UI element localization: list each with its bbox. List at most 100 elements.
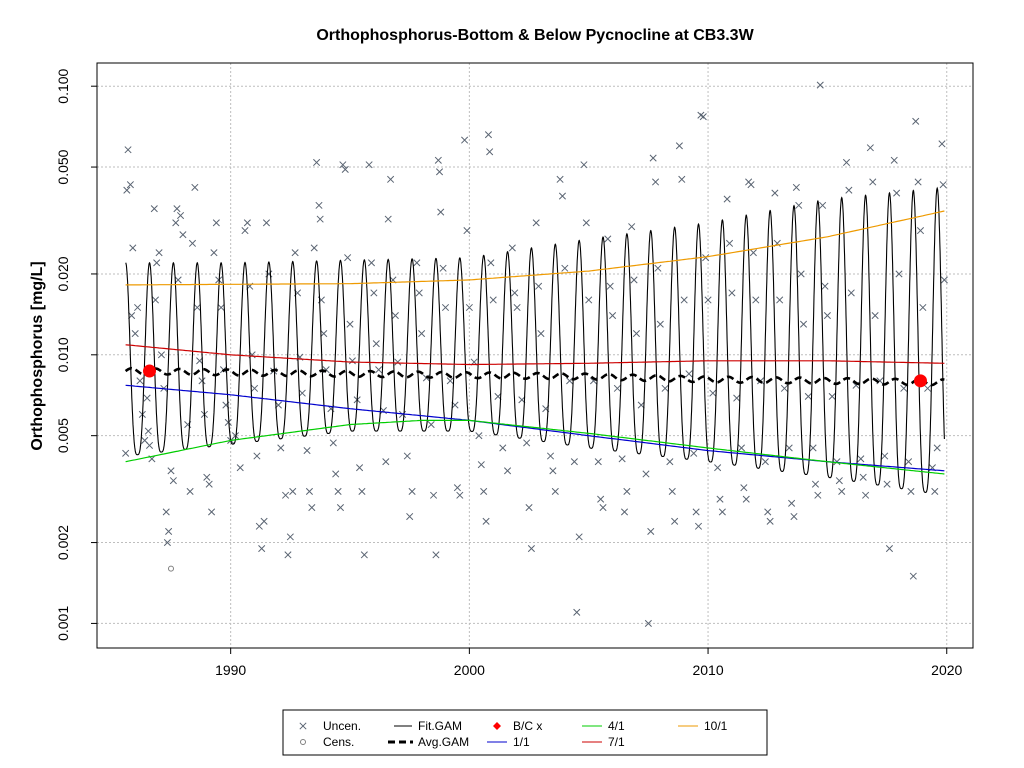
uncensored-point	[508, 244, 516, 252]
uncensored-point	[320, 329, 328, 338]
uncensored-point	[828, 392, 836, 400]
uncensored-point	[169, 477, 177, 485]
uncensored-point	[163, 539, 171, 547]
uncensored-point	[461, 136, 469, 144]
uncensored-point	[298, 389, 306, 397]
uncensored-point	[725, 239, 734, 247]
legend-box	[282, 709, 768, 756]
legend-item-7-1: 7/1	[582, 735, 625, 749]
uncensored-point	[260, 517, 268, 525]
x-tick-label: 2010	[692, 662, 723, 678]
uncensored-point	[792, 183, 800, 191]
uncensored-point	[358, 487, 366, 495]
uncensored-point	[702, 254, 710, 262]
uncensored-point	[123, 186, 131, 194]
uncensored-point	[191, 183, 199, 191]
uncensored-point	[145, 441, 154, 449]
uncensored-point	[819, 201, 827, 209]
uncensored-point	[862, 491, 870, 499]
uncensored-point	[630, 276, 638, 284]
uncensored-point	[599, 503, 607, 512]
uncensored-point	[176, 211, 185, 220]
uncensored-point	[167, 467, 175, 475]
uncensored-point	[740, 484, 748, 492]
uncensored-point	[179, 231, 187, 239]
uncensored-point	[814, 491, 822, 499]
uncensored-point	[714, 464, 722, 472]
uncensored-point	[262, 219, 271, 227]
uncensored-point	[131, 329, 139, 338]
uncensored-point	[666, 458, 674, 466]
uncensored-point	[919, 303, 927, 312]
uncensored-point	[642, 470, 650, 478]
uncensored-point	[384, 215, 392, 223]
uncensored-point	[900, 384, 908, 392]
uncensored-point	[804, 392, 812, 400]
uncensored-point	[334, 487, 342, 495]
legend-bc-label: B/C x	[513, 719, 542, 733]
uncensored-point	[365, 161, 373, 169]
uncensored-point	[537, 329, 545, 338]
uncensored-point	[535, 282, 543, 290]
uncensored-point	[916, 227, 925, 235]
uncensored-point	[310, 244, 318, 252]
uncensored-point	[489, 296, 497, 304]
uncensored-point	[845, 186, 853, 194]
y-tick-label: 0.002	[55, 525, 71, 560]
uncensored-point	[933, 444, 941, 452]
uncensored-point	[716, 495, 724, 503]
uncensored-point	[435, 168, 444, 176]
uncensored-point	[869, 178, 877, 186]
censored-point	[167, 565, 174, 572]
legend-item-10-1: 10/1	[678, 719, 728, 733]
uncensored-point	[422, 374, 430, 382]
legend-item-uncen: Uncen.	[299, 719, 361, 733]
uncensored-point	[329, 439, 337, 447]
uncensored-point	[833, 458, 841, 466]
uncensored-point	[157, 351, 166, 359]
uncensored-point	[403, 452, 411, 460]
legend-item-4-1: 4/1	[582, 719, 625, 733]
uncensored-point	[780, 384, 788, 392]
uncensored-point	[277, 444, 285, 452]
uncensored-point	[134, 303, 142, 312]
uncensored-point	[654, 264, 662, 272]
uncensored-point	[551, 487, 559, 495]
uncensored-point	[136, 377, 144, 385]
uncensored-point	[737, 444, 746, 452]
uncensored-point	[332, 470, 340, 478]
uncensored-point	[797, 270, 805, 278]
chart-title: Orthophosphorus-Bottom & Below Pycnoclin…	[316, 27, 754, 44]
plot-area	[122, 81, 948, 627]
uncensored-point	[821, 282, 829, 290]
uncensored-point	[893, 189, 901, 197]
uncensored-point	[511, 289, 519, 297]
uncensored-point	[838, 487, 846, 495]
plot-frame	[96, 62, 974, 649]
uncensored-point	[370, 289, 378, 297]
uncensored-point	[909, 572, 917, 580]
uncensored-point	[356, 464, 364, 472]
uncensored-point	[811, 480, 820, 488]
uncensored-point	[523, 439, 531, 447]
uncensored-point	[205, 480, 213, 488]
avg-gam-line	[124, 366, 945, 387]
uncensored-point	[532, 219, 540, 227]
line-4-1	[125, 419, 945, 475]
uncensored-point	[153, 259, 161, 267]
x-tick-label: 1990	[215, 662, 246, 678]
uncensored-point	[463, 227, 471, 235]
uncensored-point	[761, 458, 769, 466]
uncensored-point	[231, 432, 239, 440]
uncensored-point	[573, 608, 581, 616]
legend-item-bc: B/C x	[493, 719, 542, 733]
legend-10-1-label: 10/1	[704, 719, 728, 733]
uncensored-point	[609, 312, 617, 320]
uncensored-point	[795, 201, 803, 209]
uncensored-point	[680, 296, 688, 304]
uncensored-point	[315, 201, 323, 209]
uncensored-point	[613, 384, 621, 392]
uncensored-point	[907, 487, 915, 495]
uncensored-point	[859, 473, 867, 481]
